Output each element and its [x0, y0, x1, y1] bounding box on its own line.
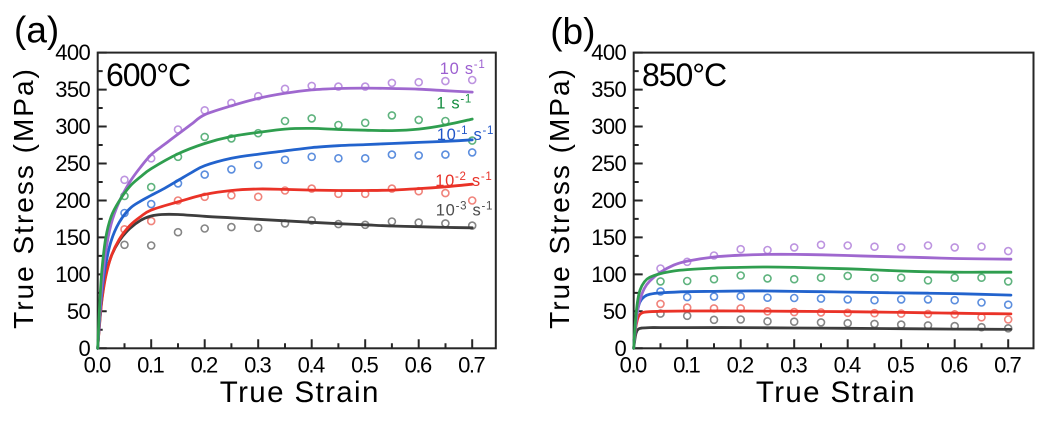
svg-text:0: 0: [79, 336, 91, 361]
svg-text:250: 250: [591, 151, 626, 176]
svg-text:0.2: 0.2: [727, 353, 754, 378]
svg-text:0.7: 0.7: [994, 353, 1021, 378]
svg-text:10-2​ s-1​: 10-2​ s-1​: [435, 171, 492, 190]
svg-text:0.0: 0.0: [620, 353, 647, 378]
svg-text:0.2: 0.2: [191, 353, 218, 378]
svg-text:50: 50: [603, 299, 627, 324]
svg-text:0.3: 0.3: [244, 353, 271, 378]
svg-text:300: 300: [55, 114, 90, 139]
svg-text:0.6: 0.6: [941, 353, 968, 378]
svg-text:0.0: 0.0: [84, 353, 111, 378]
svg-text:True Stress (MPa): True Stress (MPa): [8, 67, 39, 329]
svg-text:(b): (b): [550, 11, 595, 52]
svg-text:10-1​ s-1​: 10-1​ s-1​: [437, 125, 494, 144]
svg-text:0.7: 0.7: [458, 353, 485, 378]
svg-text:200: 200: [55, 188, 90, 213]
svg-text:350: 350: [591, 77, 626, 102]
svg-text:200: 200: [591, 188, 626, 213]
svg-text:0.3: 0.3: [780, 353, 807, 378]
svg-text:150: 150: [591, 225, 626, 250]
svg-text:0.5: 0.5: [351, 353, 378, 378]
svg-text:0.6: 0.6: [405, 353, 432, 378]
svg-text:300: 300: [591, 114, 626, 139]
svg-text:350: 350: [55, 77, 90, 102]
svg-text:600°C: 600°C: [106, 57, 190, 93]
svg-text:250: 250: [55, 151, 90, 176]
svg-text:100: 100: [591, 262, 626, 287]
svg-text:0.5: 0.5: [887, 353, 914, 378]
svg-text:True Stress (MPa): True Stress (MPa): [544, 67, 575, 329]
svg-text:0: 0: [615, 336, 627, 361]
svg-text:400: 400: [591, 40, 626, 65]
svg-text:0.4: 0.4: [298, 353, 325, 378]
svg-text:1 s-1​: 1 s-1​: [436, 94, 472, 113]
svg-text:10 s-1​: 10 s-1​: [440, 59, 486, 78]
svg-text:10-3​ s-1​: 10-3​ s-1​: [436, 201, 493, 220]
svg-text:0.1: 0.1: [137, 353, 164, 378]
svg-text:(a): (a): [14, 10, 59, 51]
svg-text:True Strain: True Strain: [220, 376, 380, 409]
svg-text:50: 50: [67, 299, 91, 324]
svg-text:0.1: 0.1: [673, 353, 700, 378]
svg-text:100: 100: [55, 262, 90, 287]
svg-text:400: 400: [55, 40, 90, 65]
svg-text:150: 150: [55, 225, 90, 250]
svg-text:0.4: 0.4: [834, 353, 861, 378]
svg-text:True Strain: True Strain: [756, 376, 916, 409]
svg-text:850°C: 850°C: [642, 57, 726, 93]
